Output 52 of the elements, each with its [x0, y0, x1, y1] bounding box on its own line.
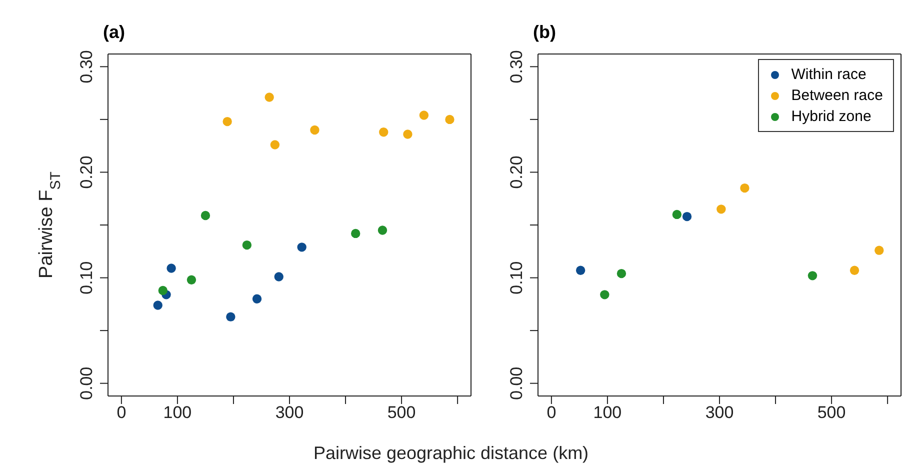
point	[310, 125, 320, 135]
x-tick-label: 100	[593, 403, 622, 422]
point	[252, 294, 262, 304]
point	[222, 116, 232, 126]
point	[850, 266, 860, 275]
x-tick-label: 0	[546, 403, 556, 422]
point	[600, 290, 610, 300]
point	[445, 114, 454, 124]
x-axis-title: Pairwise geographic distance (km)	[312, 443, 590, 464]
point	[672, 210, 682, 220]
point	[264, 92, 274, 102]
point	[874, 246, 884, 255]
y-tick-label: 0.10	[507, 261, 526, 294]
chart-title: (a)	[103, 22, 125, 43]
point	[716, 204, 726, 214]
point	[200, 210, 210, 220]
y-tick-label: 0.30	[507, 50, 526, 84]
point	[576, 266, 586, 275]
point	[186, 275, 196, 284]
point	[808, 271, 818, 280]
x-tick-label: 300	[275, 403, 304, 422]
legend-label: Hybrid zone	[791, 107, 872, 127]
legend-label: Between race	[791, 86, 883, 106]
y-tick-label: 0.00	[507, 366, 526, 400]
chart-title: (b)	[533, 22, 556, 43]
point	[270, 140, 280, 150]
point	[740, 183, 750, 193]
point	[616, 268, 626, 278]
y-tick-label: 0.30	[77, 50, 96, 84]
point	[378, 226, 388, 235]
point	[274, 272, 284, 282]
point	[226, 312, 236, 322]
legend-label: Within race	[791, 65, 866, 85]
y-tick-label: 0.20	[507, 156, 526, 189]
point	[419, 110, 429, 120]
y-tick-label: 0.20	[77, 156, 96, 189]
point	[351, 228, 360, 238]
y-tick-label: 0.10	[77, 261, 96, 294]
point	[158, 286, 168, 296]
point	[242, 240, 252, 250]
x-tick-label: 300	[705, 403, 734, 422]
x-tick-label: 500	[387, 403, 416, 422]
point	[166, 264, 176, 273]
point	[682, 212, 692, 222]
x-tick-label: 500	[817, 403, 846, 422]
x-tick-label: 0	[116, 403, 126, 422]
point	[297, 242, 306, 252]
y-tick-label: 0.00	[77, 366, 96, 400]
x-tick-label: 100	[163, 403, 192, 422]
point	[153, 300, 162, 310]
point	[403, 130, 412, 139]
point	[379, 128, 388, 137]
